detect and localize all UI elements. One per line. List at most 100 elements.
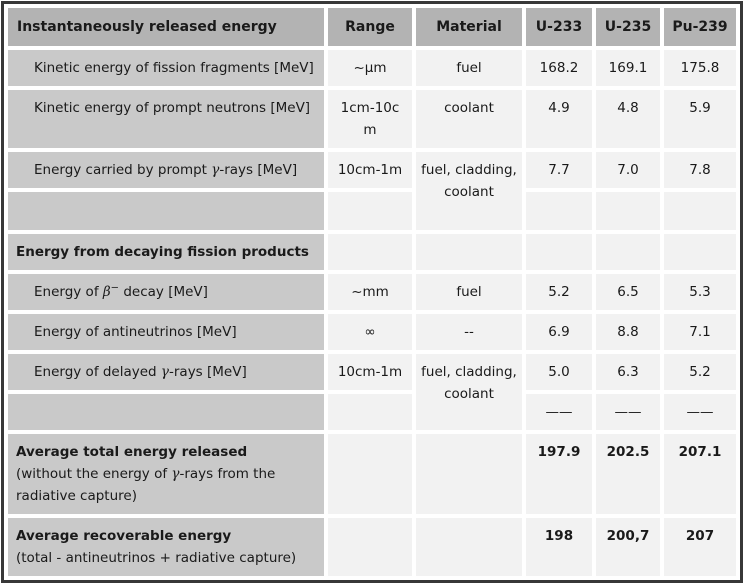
row-fission-fragments: Kinetic energy of fission fragments [MeV… — [8, 50, 736, 86]
row-delayed-gamma: Energy of delayed γ-rays [MeV] 10cm-1m f… — [8, 354, 736, 430]
row-label-fission-fragments: Kinetic energy of fission fragments [MeV… — [8, 50, 324, 86]
antineutrinos-range: ∞ — [328, 314, 412, 350]
empty-cell — [596, 234, 660, 270]
range-value: 10cm-1m — [337, 364, 403, 380]
range-value: 10cm-1m — [337, 162, 403, 178]
antineutrinos-material: -- — [416, 314, 522, 350]
superscript-minus: − — [110, 282, 120, 294]
row-sum-dashes: —— —— —— — [8, 394, 736, 430]
prompt-gamma-range: 10cm-1m — [328, 152, 412, 188]
empty-cell — [416, 434, 522, 514]
row-antineutrinos: Energy of antineutrinos [MeV] ∞ -- 6.9 8… — [8, 314, 736, 350]
empty-cell — [664, 234, 736, 270]
label-text: Energy of — [34, 284, 103, 300]
avg-total-note: (without the energy of γ-rays from the r… — [16, 463, 318, 507]
delayed-gamma-u233: 5.0 — [526, 354, 592, 390]
prompt-neutrons-pu239: 5.9 — [664, 90, 736, 148]
range-value: ~μm — [353, 60, 387, 76]
avg-recoverable-pu239: 207 — [664, 518, 736, 576]
col-header-material: Material — [416, 8, 522, 46]
antineutrinos-u235: 8.8 — [596, 314, 660, 350]
avg-total-u233: 197.9 — [526, 434, 592, 514]
row-label-prompt-gamma: Energy carried by prompt γ-rays [MeV] — [8, 152, 324, 188]
prompt-neutrons-range: 1cm-10cm — [328, 90, 412, 148]
fission-fragments-range: ~μm — [328, 50, 412, 86]
delayed-gamma-material: fuel, cladding, coolant — [416, 354, 522, 430]
spacer-label-cell — [8, 394, 324, 430]
infinity-symbol: ∞ — [364, 324, 376, 340]
delayed-gamma-u235: 6.3 — [596, 354, 660, 390]
gamma-symbol: γ — [211, 162, 220, 178]
decay-section-title: Energy from decaying fission products — [8, 234, 324, 270]
row-beta-decay: Energy of β− decay [MeV] ~mm fuel 5.2 6.… — [8, 274, 736, 310]
label-text: Energy carried by prompt — [34, 162, 212, 178]
row-prompt-neutrons: Kinetic energy of prompt neutrons [MeV] … — [8, 90, 736, 148]
antineutrinos-pu239: 7.1 — [664, 314, 736, 350]
row-label-avg-recoverable: Average recoverable energy (total - anti… — [8, 518, 324, 576]
empty-cell — [328, 434, 412, 514]
prompt-gamma-material: fuel, cladding, coolant — [416, 152, 522, 230]
prompt-gamma-u233: 7.7 — [526, 152, 592, 188]
spacer-cell — [526, 192, 592, 230]
note-text: -rays from the radiative capture) — [16, 466, 276, 504]
label-text: -rays [MeV] — [169, 364, 247, 380]
beta-symbol: β — [102, 284, 111, 300]
fission-fragments-u233: 168.2 — [526, 50, 592, 86]
empty-cell — [526, 234, 592, 270]
avg-total-pu239: 207.1 — [664, 434, 736, 514]
row-label-prompt-neutrons: Kinetic energy of prompt neutrons [MeV] — [8, 90, 324, 148]
avg-recoverable-title: Average recoverable energy — [16, 528, 232, 544]
beta-decay-material: fuel — [416, 274, 522, 310]
note-text: (without the energy of — [16, 466, 172, 482]
label-text: -rays [MeV] — [219, 162, 298, 178]
avg-recoverable-u235: 200,7 — [596, 518, 660, 576]
beta-decay-pu239: 5.3 — [664, 274, 736, 310]
spacer-cell — [328, 192, 412, 230]
empty-cell — [328, 394, 412, 430]
gamma-symbol: γ — [160, 364, 169, 380]
sum-dash-u233: —— — [526, 394, 592, 430]
row-label-delayed-gamma: Energy of delayed γ-rays [MeV] — [8, 354, 324, 390]
row-label-antineutrinos: Energy of antineutrinos [MeV] — [8, 314, 324, 350]
sum-dash-u235: —— — [596, 394, 660, 430]
empty-cell — [328, 518, 412, 576]
gamma-symbol: γ — [171, 466, 180, 482]
fission-fragments-material: fuel — [416, 50, 522, 86]
label-text: decay [MeV] — [119, 284, 208, 300]
beta-decay-range: ~mm — [328, 274, 412, 310]
prompt-neutrons-u235: 4.8 — [596, 90, 660, 148]
empty-cell — [416, 518, 522, 576]
row-label-beta-decay: Energy of β− decay [MeV] — [8, 274, 324, 310]
col-header-category: Instantaneously released energy — [8, 8, 324, 46]
avg-total-title: Average total energy released — [16, 444, 248, 460]
range-value: ~mm — [351, 284, 389, 300]
empty-cell — [328, 234, 412, 270]
prompt-gamma-pu239: 7.8 — [664, 152, 736, 188]
beta-decay-u235: 6.5 — [596, 274, 660, 310]
avg-recoverable-note: (total - antineutrinos + radiative captu… — [16, 550, 297, 566]
spacer-row — [8, 192, 736, 230]
spacer-label-cell — [8, 192, 324, 230]
antineutrinos-u233: 6.9 — [526, 314, 592, 350]
empty-cell — [416, 234, 522, 270]
avg-total-u235: 202.5 — [596, 434, 660, 514]
spacer-cell — [664, 192, 736, 230]
avg-recoverable-u233: 198 — [526, 518, 592, 576]
col-header-u235: U-235 — [596, 8, 660, 46]
fission-fragments-pu239: 175.8 — [664, 50, 736, 86]
delayed-gamma-pu239: 5.2 — [664, 354, 736, 390]
col-header-pu239: Pu-239 — [664, 8, 736, 46]
header-row: Instantaneously released energy Range Ma… — [8, 8, 736, 46]
row-label-avg-total: Average total energy released (without t… — [8, 434, 324, 514]
range-value: 1cm-10cm — [340, 100, 400, 138]
prompt-neutrons-u233: 4.9 — [526, 90, 592, 148]
row-avg-recoverable: Average recoverable energy (total - anti… — [8, 518, 736, 576]
delayed-gamma-range: 10cm-1m — [328, 354, 412, 390]
row-prompt-gamma: Energy carried by prompt γ-rays [MeV] 10… — [8, 152, 736, 230]
fission-fragments-u235: 169.1 — [596, 50, 660, 86]
beta-decay-u233: 5.2 — [526, 274, 592, 310]
label-text: Energy of delayed — [34, 364, 161, 380]
prompt-gamma-u235: 7.0 — [596, 152, 660, 188]
row-avg-total: Average total energy released (without t… — [8, 434, 736, 514]
